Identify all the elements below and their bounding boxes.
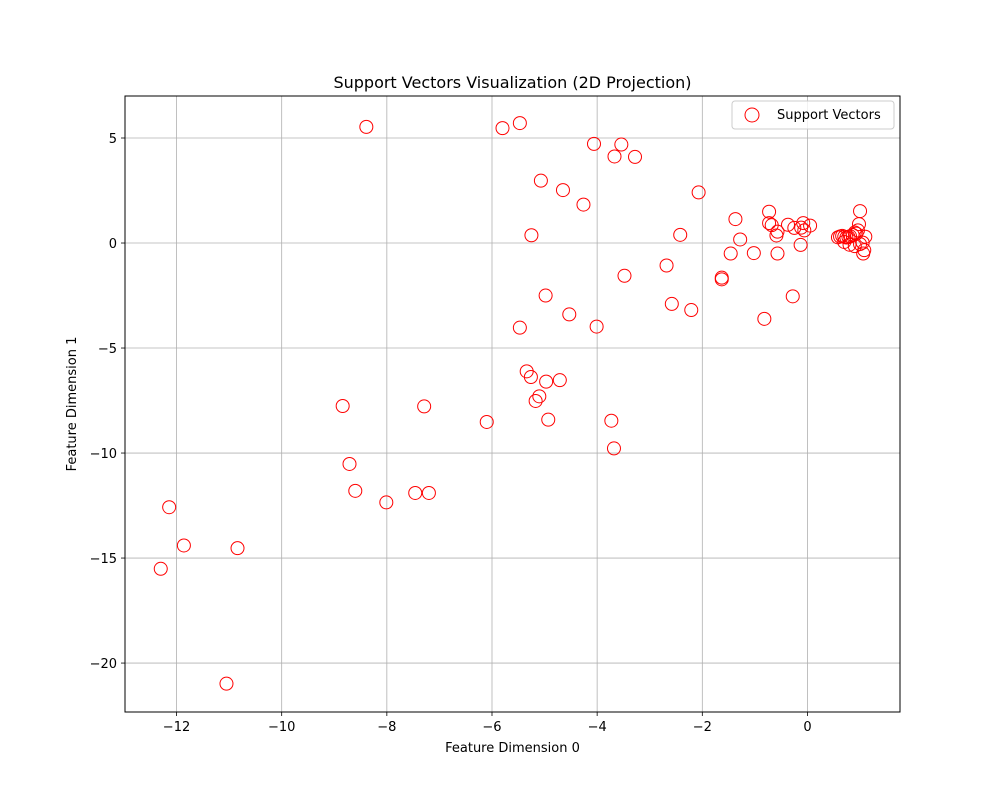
chart-title: Support Vectors Visualization (2D Projec… [333,73,691,92]
support-vector-point [851,217,866,232]
support-vector-point [796,216,811,231]
support-vector-point [162,500,177,515]
support-vector-point [770,246,785,261]
support-vector-point [586,136,601,151]
support-vector-point [552,373,567,388]
support-vector-point [855,235,870,250]
support-vector-point [746,246,761,261]
axis-ticks: −12 −10 −8 −6 −4 −2 0−20−15−10−505 [90,132,812,735]
support-vector-point [781,217,796,232]
support-vector-point [691,185,706,200]
support-vector-point [421,485,436,500]
x-tick-label: −10 [268,720,295,735]
support-vector-point [785,289,800,304]
support-vector-point [673,227,688,242]
y-tick-label: −20 [90,657,117,672]
support-vector-point [524,228,539,243]
plot-area-frame [124,95,901,713]
x-axis-label: Feature Dimension 0 [445,741,580,756]
y-tick-label: −10 [90,447,117,462]
support-vector-point [714,272,729,287]
y-tick-label: −5 [98,342,117,357]
support-vector-point [523,370,538,385]
support-vector-point [532,389,547,404]
support-vector-point [858,229,873,244]
support-vector-point [606,441,621,456]
support-vector-point [614,137,629,152]
support-vector-point [733,232,748,247]
support-vector-point [659,258,674,273]
support-vector-point [604,413,619,428]
support-vector-point [723,246,738,261]
support-vector-point [562,307,577,322]
support-vector-point [684,303,699,318]
support-vector-point [728,212,743,227]
x-tick-label: −4 [588,720,607,735]
support-vector-point [495,121,510,136]
support-vector-point [769,228,784,243]
gridlines [125,96,900,712]
support-vector-point [803,218,818,233]
support-vector-point [479,414,494,429]
x-tick-label: −8 [377,720,396,735]
support-vector-point [664,296,679,311]
support-vector-point [762,216,777,231]
support-vector-point [408,485,423,500]
x-tick-label: −6 [482,720,501,735]
support-vector-point [512,320,527,335]
support-vector-point [335,398,350,413]
y-tick-label: −15 [90,552,117,567]
support-vector-point [176,538,191,553]
support-vector-point [512,116,527,131]
support-vector-point [857,243,872,258]
support-vector-point [219,676,234,691]
support-vector-point [555,183,570,198]
support-vector-point [538,288,553,303]
y-axis-label: Feature Dimension 1 [65,337,80,472]
support-vector-point [793,237,808,252]
data-points [153,116,873,691]
support-vector-point [359,119,374,134]
y-tick-label: 0 [109,237,117,252]
support-vector-point [762,204,777,219]
x-tick-label: 0 [803,720,811,735]
support-vector-point [607,149,622,164]
support-vector-point [533,173,548,188]
y-tick-label: 5 [109,132,117,147]
support-vector-point [576,197,591,212]
support-vector-point [153,561,168,576]
support-vector-point [342,456,357,471]
support-vector-point [528,393,543,408]
support-vector-point [230,541,245,556]
support-vector-point [617,268,632,283]
legend-marker [744,107,760,123]
support-vector-point [628,149,643,164]
x-tick-label: −2 [693,720,712,735]
support-vector-point [757,311,772,326]
legend-box [731,100,895,130]
support-vector-point [417,399,432,414]
x-tick-label: −12 [163,720,190,735]
support-vector-point [541,412,556,427]
support-vector-point [379,495,394,510]
support-vector-point [348,483,363,498]
support-vector-point [539,374,554,389]
support-vector-point [787,220,802,235]
support-vector-point [589,319,604,334]
legend: Support Vectors [731,100,895,130]
legend-label: Support Vectors [777,108,881,123]
